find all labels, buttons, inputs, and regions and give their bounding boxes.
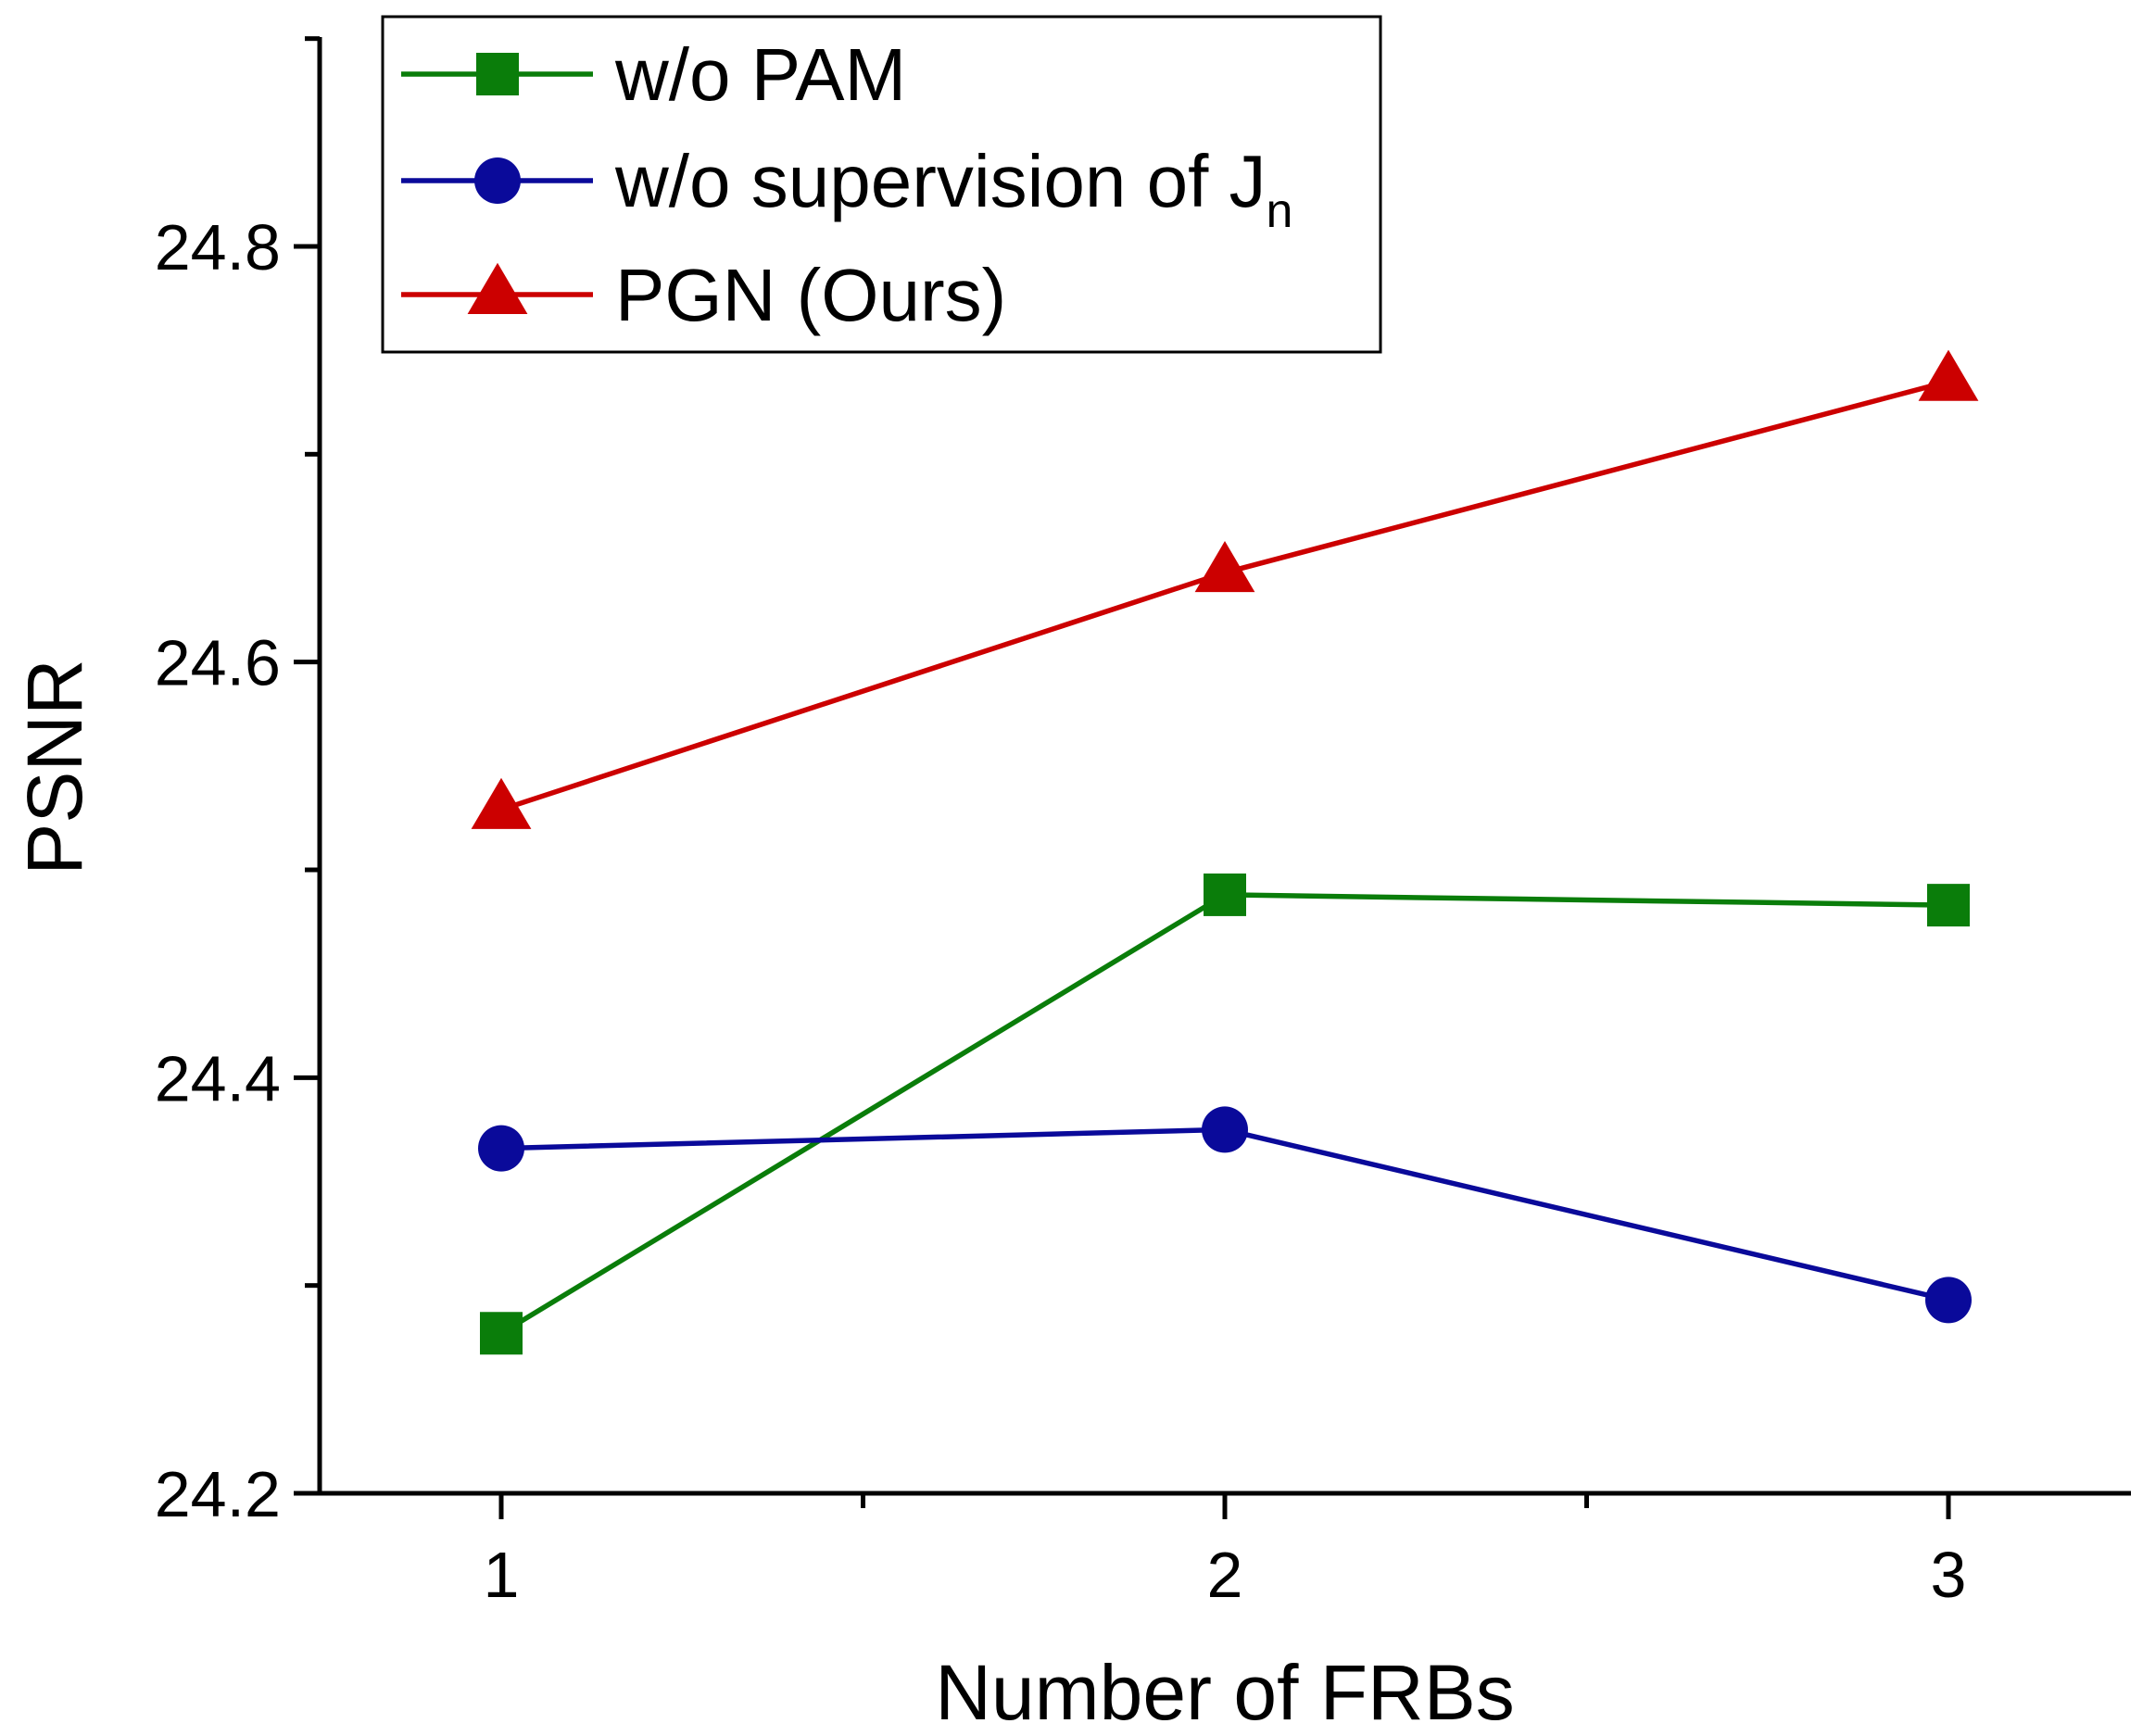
x-tick-label: 3: [1931, 1539, 1967, 1611]
y-tick-label: 24.2: [155, 1458, 281, 1530]
legend-marker-1: [476, 53, 519, 95]
series-lines: [499, 379, 1949, 1336]
series-1-point: [480, 1312, 523, 1355]
series-3-point: [1194, 540, 1255, 593]
series-line-3: [500, 379, 1949, 812]
legend-label-subscript: n: [1267, 184, 1293, 238]
y-axis-title: PSNR: [11, 659, 98, 874]
legend-label-3: PGN (Ours): [615, 254, 1006, 336]
legend-marker-2: [474, 157, 521, 204]
legend-entries: w/o PAM w/o supervision of Jn PGN (Ours): [401, 33, 1292, 336]
legend-label-2: w/o supervision of Jn: [614, 140, 1292, 238]
series-2-point: [1202, 1106, 1248, 1153]
series-2-point: [1925, 1277, 1972, 1324]
series-markers: [471, 349, 1979, 1355]
legend-marker-3: [467, 262, 528, 314]
x-tick-label: 2: [1207, 1539, 1243, 1611]
y-tick-label: 24.6: [155, 627, 281, 699]
series-3-point: [1918, 349, 1979, 401]
legend: w/o PAM w/o supervision of Jn PGN (Ours): [381, 15, 1382, 354]
series-2-point: [478, 1125, 524, 1172]
x-axis-title: Number of FRBs: [935, 1649, 1515, 1736]
y-tick-label: 24.8: [155, 211, 281, 283]
legend-label-1: w/o PAM: [614, 33, 906, 116]
y-ticks: 24.2 24.4 24.6 24.8: [155, 36, 320, 1530]
y-tick-label: 24.4: [155, 1042, 281, 1114]
x-ticks: 1 2 3: [484, 1493, 1967, 1611]
series-1-point: [1204, 873, 1246, 916]
series-3-point: [471, 777, 532, 829]
series-line-2: [500, 1126, 1949, 1303]
series-1-point: [1927, 884, 1970, 927]
x-tick-label: 1: [484, 1539, 520, 1611]
